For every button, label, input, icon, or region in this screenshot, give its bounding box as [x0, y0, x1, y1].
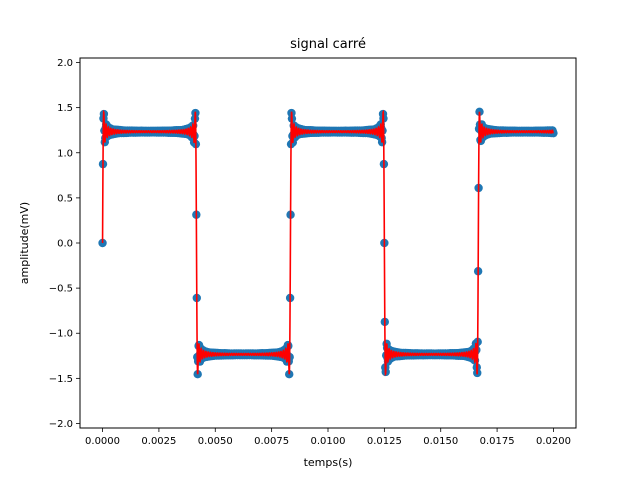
x-axis-label: temps(s) [304, 456, 353, 469]
x-tick-label: 0.0150 [423, 436, 458, 447]
y-tick-label: 1.0 [57, 148, 73, 159]
y-tick-label: −1.5 [49, 374, 73, 385]
y-tick-label: −0.5 [49, 284, 73, 295]
x-tick-label: 0.0025 [141, 436, 176, 447]
x-tick-label: 0.0200 [536, 436, 571, 447]
y-tick-label: −2.0 [49, 419, 73, 430]
y-tick-label: 0.5 [57, 193, 73, 204]
x-tick-label: 0.0050 [198, 436, 233, 447]
y-tick-label: 2.0 [57, 58, 73, 69]
y-tick-label: 0.0 [57, 239, 73, 250]
x-tick-label: 0.0075 [254, 436, 289, 447]
y-axis-ticks: −2.0 −1.5 −1.0 −0.5 0.0 0.5 1.0 1.5 2.0 [49, 58, 80, 430]
line-series [101, 109, 555, 377]
x-tick-label: 0.0175 [480, 436, 515, 447]
x-tick-label: 0.0000 [85, 436, 120, 447]
y-tick-label: 1.5 [57, 103, 73, 114]
y-tick-label: −1.0 [49, 329, 73, 340]
x-tick-label: 0.0100 [311, 436, 346, 447]
x-axis-ticks: 0.0000 0.0025 0.0050 0.0075 0.0100 0.0125 0.01… [85, 428, 571, 447]
x-tick-label: 0.0125 [367, 436, 402, 447]
y-axis-label: amplitude(mV) [18, 202, 31, 284]
signal-line [101, 109, 555, 377]
chart-title: signal carré [290, 37, 366, 52]
